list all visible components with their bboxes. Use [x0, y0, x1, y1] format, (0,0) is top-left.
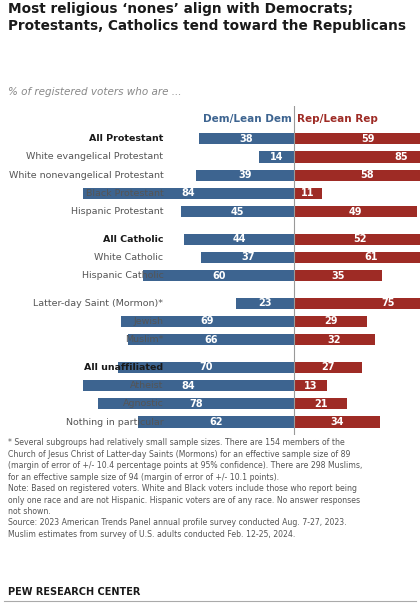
- Text: All Catholic: All Catholic: [103, 235, 163, 243]
- Text: Hispanic Protestant: Hispanic Protestant: [71, 207, 163, 216]
- Text: 32: 32: [328, 335, 341, 345]
- Bar: [259, 151, 294, 162]
- Text: Rep/Lean Rep: Rep/Lean Rep: [297, 114, 378, 123]
- Bar: [294, 416, 380, 428]
- Bar: [294, 380, 327, 391]
- Text: 62: 62: [210, 417, 223, 427]
- Text: Hispanic Catholic: Hispanic Catholic: [81, 271, 163, 280]
- Bar: [294, 298, 420, 309]
- Bar: [236, 298, 294, 309]
- Text: 70: 70: [200, 362, 213, 372]
- Bar: [294, 316, 367, 327]
- Bar: [118, 362, 294, 373]
- Text: Muslim*: Muslim*: [125, 335, 163, 344]
- Bar: [121, 316, 294, 327]
- Text: 59: 59: [362, 133, 375, 144]
- Text: 13: 13: [304, 381, 318, 391]
- Bar: [294, 252, 420, 263]
- Bar: [294, 362, 362, 373]
- Text: 49: 49: [349, 207, 362, 217]
- Text: White nonevangelical Protestant: White nonevangelical Protestant: [9, 171, 163, 180]
- Text: 27: 27: [321, 362, 335, 372]
- Bar: [294, 151, 420, 162]
- Text: 44: 44: [232, 234, 246, 244]
- Bar: [83, 380, 294, 391]
- Text: All unaffiliated: All unaffiliated: [84, 363, 163, 371]
- Text: 78: 78: [189, 399, 203, 409]
- Bar: [181, 206, 294, 217]
- Bar: [294, 206, 417, 217]
- Bar: [128, 334, 294, 345]
- Bar: [199, 133, 294, 144]
- Text: 61: 61: [364, 252, 378, 263]
- Text: 69: 69: [201, 316, 214, 327]
- Text: 14: 14: [270, 152, 284, 162]
- Text: Black Protestant: Black Protestant: [86, 189, 163, 198]
- Bar: [294, 170, 420, 181]
- Text: White Catholic: White Catholic: [94, 253, 163, 262]
- Text: 45: 45: [231, 207, 244, 217]
- Bar: [294, 188, 322, 199]
- Text: 38: 38: [240, 133, 253, 144]
- Text: Most religious ‘nones’ align with Democrats;
Protestants, Catholics tend toward : Most religious ‘nones’ align with Democr…: [8, 2, 407, 33]
- Text: 66: 66: [205, 335, 218, 345]
- Bar: [201, 252, 294, 263]
- Text: Jewish: Jewish: [134, 317, 163, 326]
- Text: White evangelical Protestant: White evangelical Protestant: [26, 152, 163, 161]
- Text: All Protestant: All Protestant: [89, 134, 163, 143]
- Text: 52: 52: [353, 234, 366, 244]
- Bar: [138, 416, 294, 428]
- Text: 37: 37: [241, 252, 255, 263]
- Text: 39: 39: [239, 170, 252, 180]
- Text: 23: 23: [259, 298, 272, 308]
- Text: 58: 58: [360, 170, 374, 180]
- Text: 29: 29: [324, 316, 337, 327]
- Bar: [294, 270, 382, 281]
- Text: * Several subgroups had relatively small sample sizes. There are 154 members of : * Several subgroups had relatively small…: [8, 439, 363, 539]
- Text: 84: 84: [182, 381, 195, 391]
- Text: 85: 85: [394, 152, 408, 162]
- Bar: [184, 234, 294, 245]
- Bar: [98, 398, 294, 410]
- Text: Latter-day Saint (Mormon)*: Latter-day Saint (Mormon)*: [34, 299, 163, 307]
- Bar: [143, 270, 294, 281]
- Text: Atheist: Atheist: [130, 381, 163, 390]
- Text: PEW RESEARCH CENTER: PEW RESEARCH CENTER: [8, 587, 141, 597]
- Text: Nothing in particular: Nothing in particular: [66, 417, 163, 426]
- Text: 21: 21: [314, 399, 328, 409]
- Bar: [294, 133, 420, 144]
- Text: 84: 84: [182, 188, 195, 199]
- Text: 60: 60: [212, 271, 226, 281]
- Text: Dem/Lean Dem: Dem/Lean Dem: [203, 114, 292, 123]
- Text: % of registered voters who are ...: % of registered voters who are ...: [8, 87, 182, 97]
- Bar: [83, 188, 294, 199]
- Text: 75: 75: [382, 298, 395, 308]
- Text: 11: 11: [301, 188, 315, 199]
- Bar: [196, 170, 294, 181]
- Bar: [294, 234, 420, 245]
- Bar: [294, 334, 375, 345]
- Bar: [294, 398, 347, 410]
- Text: Agnostic: Agnostic: [123, 399, 163, 408]
- Text: 34: 34: [330, 417, 344, 427]
- Text: 35: 35: [331, 271, 345, 281]
